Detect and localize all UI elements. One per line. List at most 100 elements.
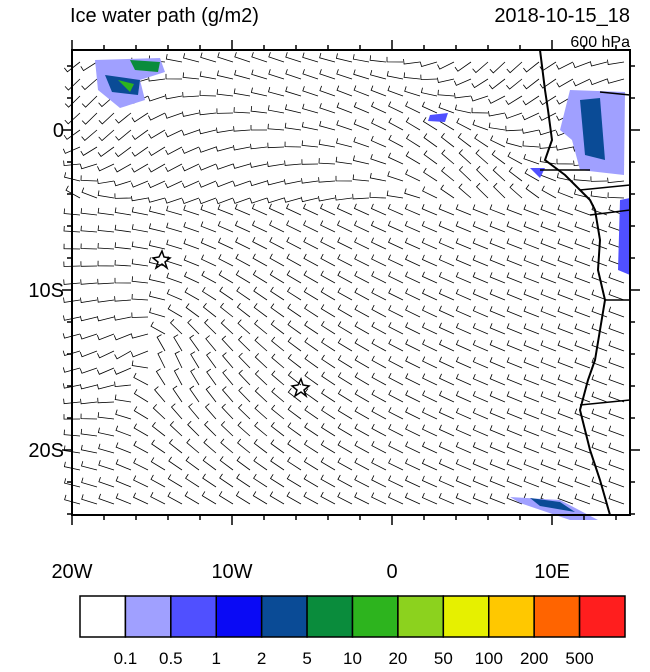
wind-barb — [557, 323, 574, 335]
wind-barb — [489, 391, 506, 403]
wind-barb — [115, 409, 132, 420]
wind-barb — [220, 319, 234, 335]
colorbar-box — [533, 595, 581, 638]
wind-barb — [130, 333, 149, 339]
wind-barb — [320, 253, 336, 267]
wind-barb — [489, 493, 506, 505]
wind-barb — [540, 425, 557, 437]
borders — [540, 91, 631, 406]
wind-barb — [267, 123, 285, 131]
wind-barb — [320, 237, 336, 250]
wind-barb — [96, 333, 115, 341]
wind-barb — [149, 291, 166, 301]
wind-barb — [269, 237, 285, 250]
wind-barb — [522, 78, 540, 90]
wind-barb — [440, 184, 455, 199]
wind-barb — [354, 271, 370, 284]
wind-barb — [254, 370, 268, 386]
wind-barb — [63, 243, 81, 250]
wind-barb — [405, 305, 421, 318]
wind-barb — [370, 69, 387, 80]
wind-barb — [509, 183, 523, 199]
x-tick-label: 10E — [534, 561, 570, 583]
wind-barb — [523, 340, 540, 352]
wind-barb — [114, 146, 132, 158]
wind-barb — [319, 85, 336, 97]
wind-barb — [173, 334, 183, 352]
wind-barb — [506, 289, 523, 301]
wind-barb — [472, 322, 489, 335]
wind-barb — [489, 476, 506, 488]
wind-barb — [506, 408, 523, 420]
wind-barb — [319, 120, 336, 131]
wind-barb — [472, 339, 489, 352]
time: 2018-10-15_18 — [494, 5, 630, 27]
wind-barb — [421, 475, 438, 488]
wind-barb — [523, 272, 540, 284]
wind-barb — [421, 271, 438, 284]
wind-barb — [219, 302, 234, 318]
wind-barb — [489, 357, 506, 369]
wind-barb — [371, 118, 387, 131]
wind-barb — [190, 368, 200, 386]
wind-barb — [437, 61, 455, 70]
wind-barb — [284, 122, 302, 131]
wind-barb — [574, 425, 591, 437]
wind-barb — [114, 163, 132, 173]
wind-barb — [353, 69, 370, 80]
wind-barb — [404, 203, 421, 216]
wind-barb — [130, 180, 149, 188]
wind-barb — [388, 288, 404, 301]
wind-barb — [557, 476, 574, 488]
wind-barb — [81, 95, 98, 108]
wind-barb — [156, 334, 166, 352]
wind-barb — [557, 255, 574, 267]
wind-barb — [254, 336, 268, 352]
wind-barb — [238, 369, 251, 386]
wind-barb — [287, 353, 302, 369]
wind-barb — [438, 221, 455, 233]
wind-barb — [370, 85, 387, 97]
wind-barb — [319, 203, 336, 216]
wind-barb — [114, 394, 132, 403]
wind-barb — [97, 260, 115, 267]
wind-barb — [62, 333, 81, 339]
wind-barb — [79, 367, 98, 374]
wind-barb — [199, 109, 217, 116]
wind-barb — [96, 384, 115, 390]
wind-barb — [217, 204, 234, 216]
wind-barb — [250, 106, 268, 114]
wind-barb — [302, 69, 319, 80]
wind-barb — [286, 491, 302, 505]
wind-barb — [574, 238, 591, 250]
wind-barb — [472, 204, 489, 216]
wind-barb — [540, 476, 557, 488]
wind-barb — [591, 289, 608, 301]
wind-barb — [522, 112, 540, 121]
wind-barb — [114, 277, 132, 284]
wind-barb — [217, 237, 234, 250]
wind-barb — [591, 272, 608, 284]
wind-barb — [190, 351, 200, 369]
wind-barb — [574, 357, 591, 369]
wind-barb — [97, 412, 115, 420]
wind-barb — [388, 117, 404, 131]
wind-barb — [539, 143, 557, 149]
wind-barb — [557, 221, 574, 233]
wind-barb — [523, 289, 540, 301]
wind-barb — [523, 255, 540, 267]
wind-barb — [286, 220, 302, 233]
wind-barb — [183, 255, 200, 267]
wind-barb — [337, 474, 353, 488]
wind-barb — [441, 149, 455, 165]
wind-barb — [81, 187, 98, 199]
wind-barb — [422, 339, 438, 352]
wind-barb — [370, 237, 387, 250]
wind-barb — [506, 476, 523, 488]
wind-barb — [321, 354, 336, 369]
wind-barb — [504, 112, 523, 119]
wind-barb — [337, 492, 353, 505]
wind-barb — [304, 354, 319, 369]
wind-barb — [182, 91, 200, 98]
colorbar-box — [215, 595, 263, 638]
